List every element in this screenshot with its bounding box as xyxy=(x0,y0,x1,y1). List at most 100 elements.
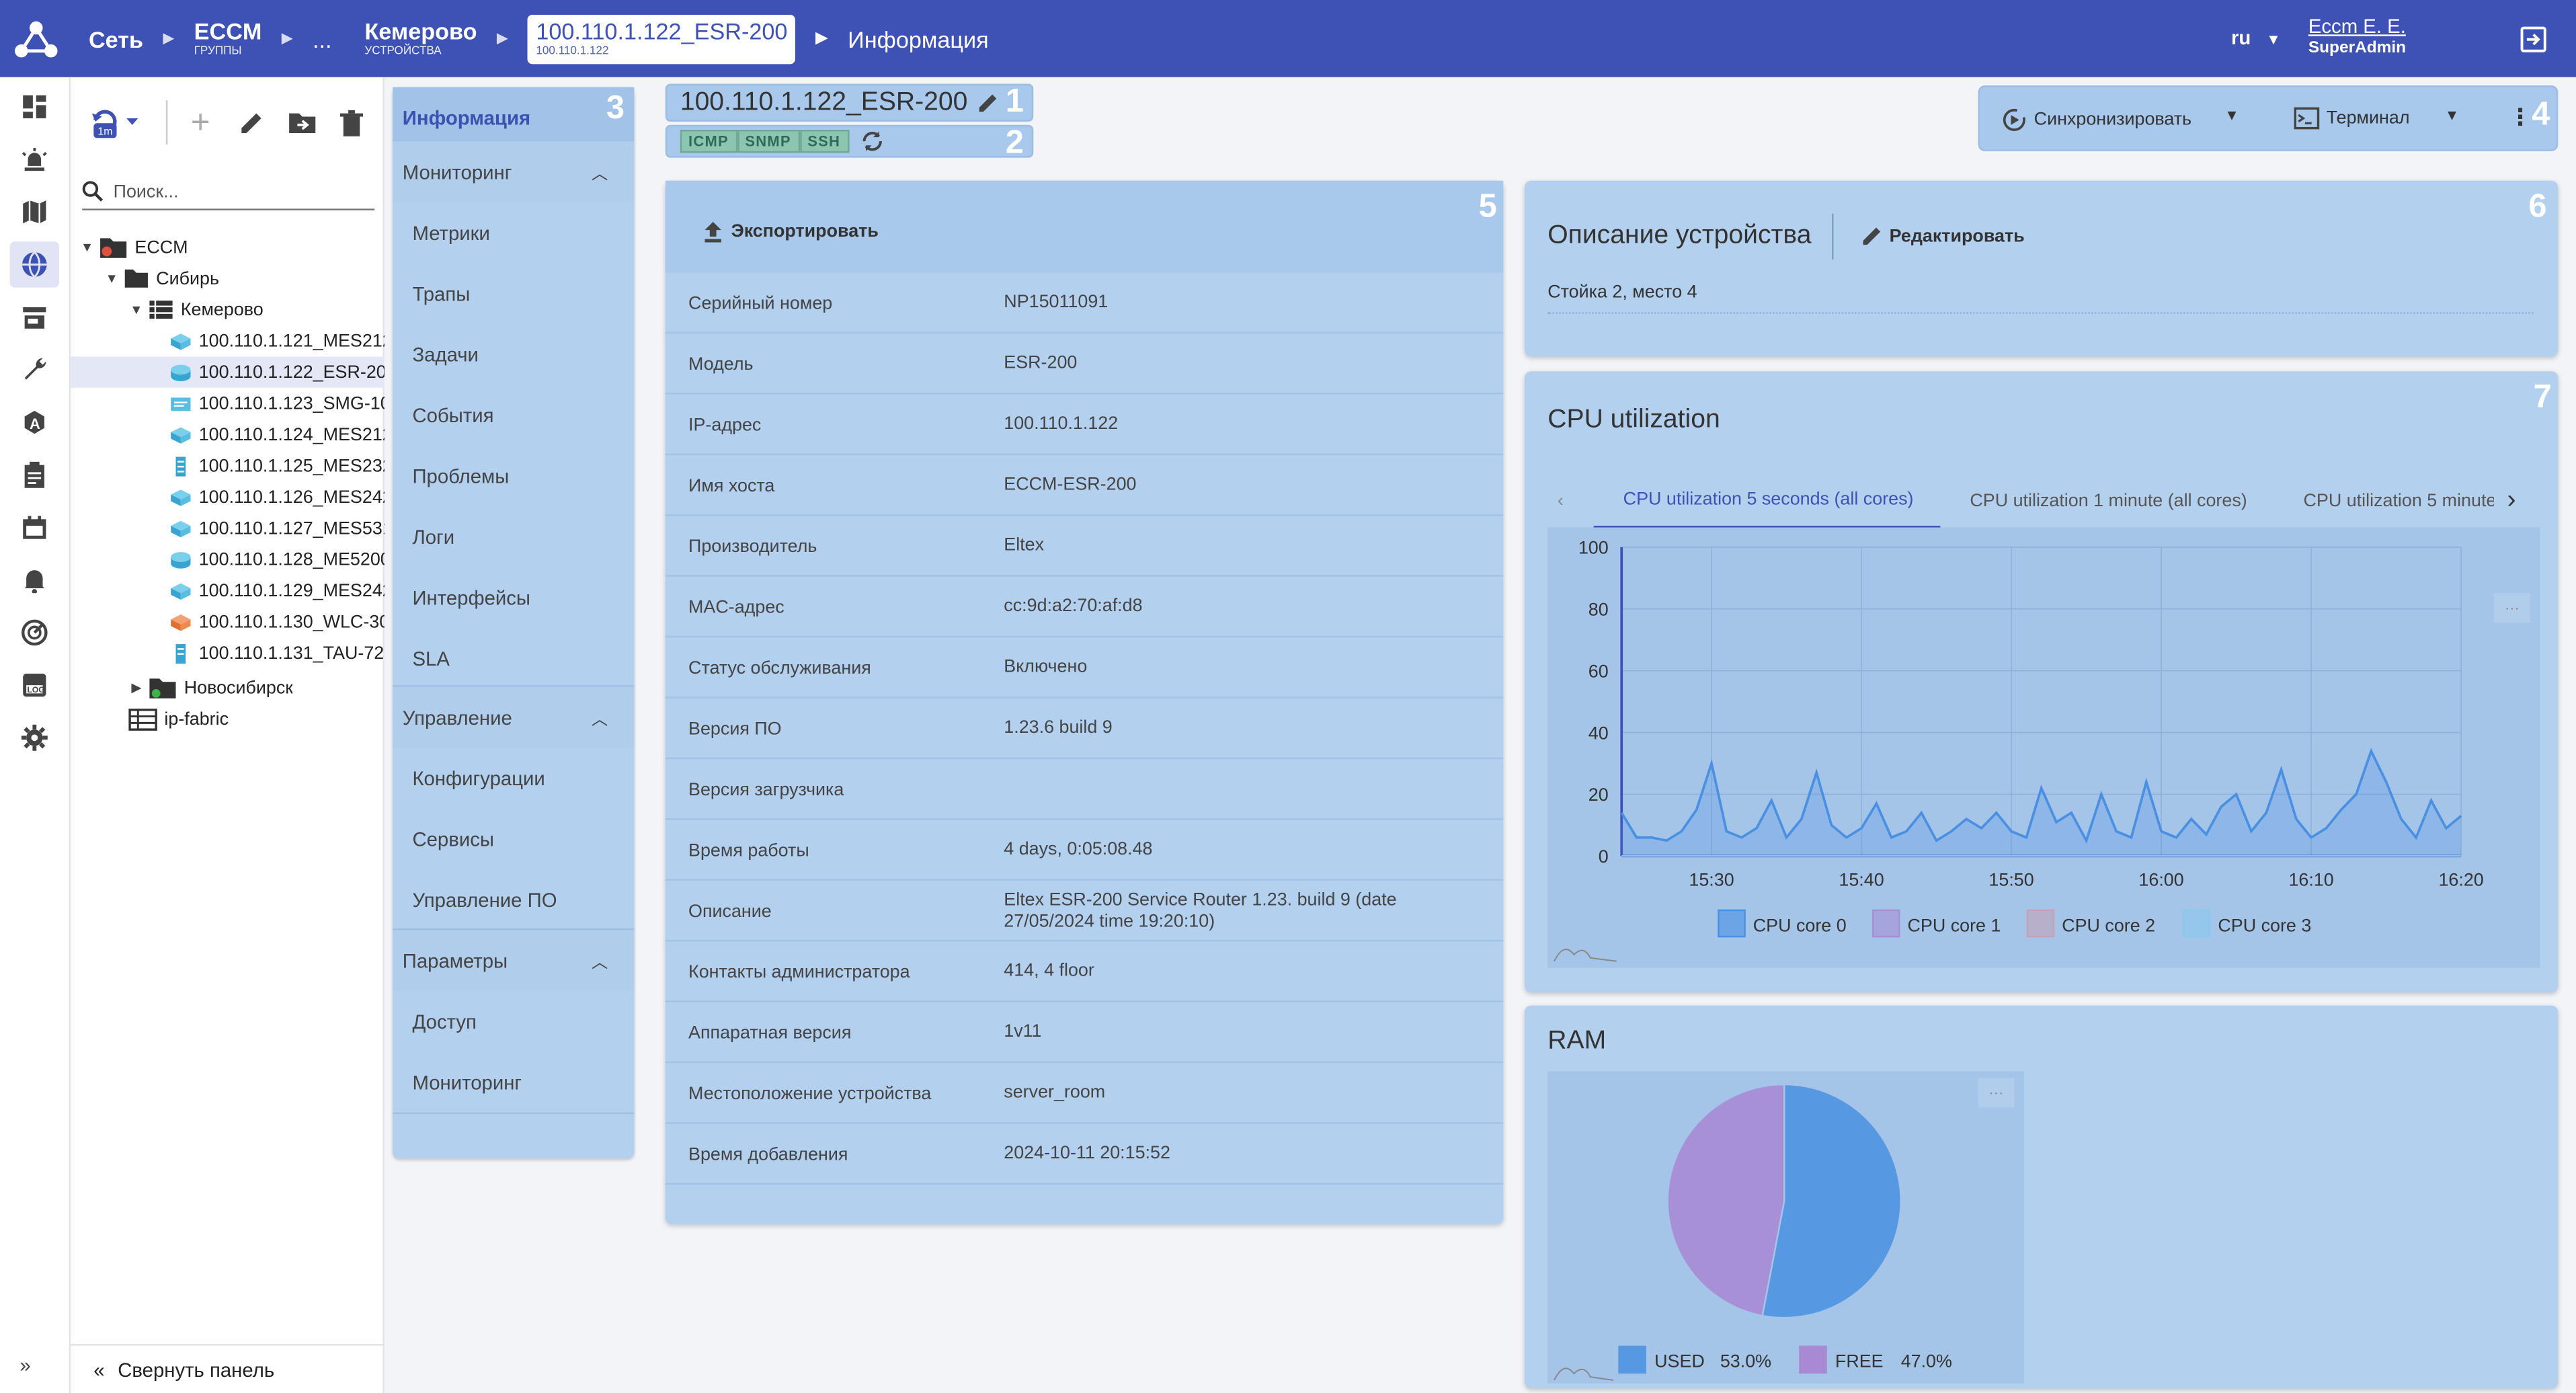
caret-right-icon[interactable]: ▶ xyxy=(131,680,142,695)
nav-access[interactable]: Доступ xyxy=(412,1009,477,1033)
nav-services[interactable]: Сервисы xyxy=(412,827,494,850)
collapse-panel-button[interactable]: « Свернуть панель xyxy=(71,1344,385,1393)
nav-tasks[interactable]: Задачи xyxy=(412,342,479,366)
delete-icon[interactable] xyxy=(333,107,370,140)
ram-chart: USED 53.0% FREE 47.0% ··· xyxy=(1554,1078,2015,1381)
wrench-icon[interactable] xyxy=(19,355,49,385)
breadcrumb-groups[interactable]: ECCM ГРУППЫ xyxy=(194,17,262,58)
nav-events[interactable]: События xyxy=(412,403,494,427)
nav-section-params[interactable]: Параметры ︿ xyxy=(393,928,635,991)
logout-icon[interactable] xyxy=(2520,26,2546,57)
breadcrumb-current-device[interactable]: 100.110.1.122_ESR-200 100.110.1.122 xyxy=(528,13,796,64)
info-key: Аппаратная версия xyxy=(688,1023,852,1043)
bell-icon[interactable] xyxy=(19,565,49,595)
log-icon[interactable]: LOG xyxy=(19,670,49,700)
sync-dropdown-button[interactable]: ▼ xyxy=(2224,107,2239,123)
tree-node-device[interactable]: 100.110.1.128_ME5200 xyxy=(166,544,391,575)
tree-node-device[interactable]: 100.110.1.127_MES531 xyxy=(166,513,393,544)
tree-node-kemerovo[interactable]: ▼ Кемерово xyxy=(128,294,264,325)
toolbar-divider xyxy=(165,100,168,145)
nav-metrics[interactable]: Метрики xyxy=(412,221,490,244)
info-row: Время работы 4 days, 0:05:08.48 xyxy=(665,820,1504,881)
move-folder-icon[interactable] xyxy=(284,107,321,140)
tree-node-ip-fabric[interactable]: ip-fabric xyxy=(125,703,229,734)
network-globe-icon[interactable] xyxy=(9,241,59,288)
cpu-chart: 0 20 40 60 80 100 15:30 15:40 15:50 16:00 16:10 16:… xyxy=(1554,538,2530,962)
info-key: Контакты администратора xyxy=(688,961,910,982)
nav-interfaces[interactable]: Интерфейсы xyxy=(412,586,531,609)
clipboard-icon[interactable] xyxy=(19,460,49,489)
nav-firmware[interactable]: Управление ПО xyxy=(412,887,557,912)
tree-node-device[interactable]: 100.110.1.126_MES242 xyxy=(166,481,393,512)
terminal-button[interactable]: Терминал xyxy=(2294,107,2410,130)
refresh-icon[interactable] xyxy=(858,128,885,155)
y-tick-label: 20 xyxy=(1588,785,1609,805)
tree-node-siberia[interactable]: ▼ Сибирь xyxy=(104,263,219,294)
store-icon[interactable] xyxy=(19,303,49,332)
auto-icon[interactable]: A xyxy=(19,407,49,437)
chevron-down-icon: ▼ xyxy=(2266,31,2281,48)
wlc-icon xyxy=(169,612,192,631)
info-key: Время добавления xyxy=(688,1144,848,1164)
sync-button[interactable]: Синхронизировать xyxy=(2001,107,2191,133)
chevron-right-icon[interactable]: › xyxy=(2507,486,2516,514)
info-value: Включено xyxy=(1004,657,1088,677)
tree-node-novosibirsk[interactable]: ▶ Новосибирск xyxy=(128,672,293,703)
tab-cpu-1m[interactable]: CPU utilization 1 minute (all cores) xyxy=(1970,491,2247,512)
legend-swatch xyxy=(2026,909,2055,938)
tree-node-device[interactable]: 100.110.1.121_MES212 xyxy=(166,325,393,356)
info-value xyxy=(1004,759,1490,820)
nav-section-management[interactable]: Управление ︿ xyxy=(393,685,635,748)
legend-swatch xyxy=(1618,1345,1646,1374)
breadcrumb-net[interactable]: Сеть xyxy=(88,25,144,52)
search-input[interactable] xyxy=(113,182,360,202)
dashboard-icon[interactable] xyxy=(19,92,49,122)
nav-traps[interactable]: Трапы xyxy=(412,282,471,305)
nav-sla[interactable]: SLA xyxy=(412,646,450,670)
edit-icon[interactable] xyxy=(233,107,270,140)
breadcrumb-devices[interactable]: Кемерово УСТРОЙСТВА xyxy=(364,17,477,58)
calendar-icon[interactable] xyxy=(19,513,49,543)
tree-node-device[interactable]: 100.110.1.129_MES242 xyxy=(166,575,393,606)
tree-node-device[interactable]: 100.110.1.124_MES212 xyxy=(166,419,393,450)
export-button[interactable]: Экспортировать xyxy=(702,220,879,243)
tree-search[interactable] xyxy=(82,174,375,210)
edit-description-button[interactable]: Редактировать xyxy=(1861,225,2025,247)
user-menu[interactable]: Eccm E. E. SuperAdmin xyxy=(2308,14,2407,58)
chevron-left-icon[interactable]: ‹ xyxy=(1557,491,1564,512)
language-select[interactable]: ru ▼ xyxy=(2230,26,2281,50)
radar-icon[interactable] xyxy=(19,618,49,647)
app-logo-icon[interactable] xyxy=(0,0,73,77)
add-icon[interactable]: + xyxy=(190,104,210,141)
refresh-timer-button[interactable]: 1m xyxy=(87,107,143,140)
tree-node-device[interactable]: 100.110.1.125_MES232 xyxy=(166,450,393,481)
map-icon[interactable] xyxy=(19,197,49,227)
nav-problems[interactable]: Проблемы xyxy=(412,464,510,487)
tab-cpu-5m[interactable]: CPU utilization 5 minute xyxy=(2303,491,2494,512)
nav-configs[interactable]: Конфигурации xyxy=(412,766,545,790)
nav-section-monitoring[interactable]: Мониторинг ︿ xyxy=(393,139,635,202)
tree-node-eccm[interactable]: ▼ ECCM xyxy=(79,232,188,263)
gear-icon[interactable] xyxy=(19,723,49,752)
edit-title-icon[interactable] xyxy=(977,92,999,114)
terminal-icon xyxy=(2294,107,2320,130)
info-value: NP15011091 xyxy=(1004,292,1109,313)
tree-node-device[interactable]: 100.110.1.123_SMG-10 xyxy=(166,388,391,419)
caret-down-icon[interactable]: ▼ xyxy=(130,302,143,317)
breadcrumb-ellipsis[interactable]: ... xyxy=(313,25,332,52)
info-row: Версия ПО 1.23.6 build 9 xyxy=(665,699,1504,760)
alarm-light-icon[interactable] xyxy=(19,145,49,174)
nav-logs[interactable]: Логи xyxy=(412,524,455,549)
caret-down-icon[interactable]: ▼ xyxy=(80,239,94,255)
nav-monitoring-params[interactable]: Мониторинг xyxy=(412,1070,522,1094)
caret-down-icon[interactable]: ▼ xyxy=(105,271,118,286)
nav-info[interactable]: Информация xyxy=(393,87,635,148)
tab-cpu-5s[interactable]: CPU utilization 5 seconds (all cores) xyxy=(1593,473,1941,529)
tree-node-device[interactable]: 100.110.1.131_TAU-72.I xyxy=(166,637,388,668)
tree-node-device[interactable]: 100.110.1.130_WLC-30 xyxy=(166,606,389,637)
terminal-dropdown-button[interactable]: ▼ xyxy=(2445,107,2460,123)
info-row: Версия загрузчика xyxy=(665,759,1504,820)
tree-node-device-selected[interactable]: 100.110.1.122_ESR-200 xyxy=(71,356,385,388)
expand-rail-icon[interactable]: » xyxy=(19,1353,31,1378)
more-menu-icon[interactable]: ⋮ xyxy=(2508,103,2532,130)
